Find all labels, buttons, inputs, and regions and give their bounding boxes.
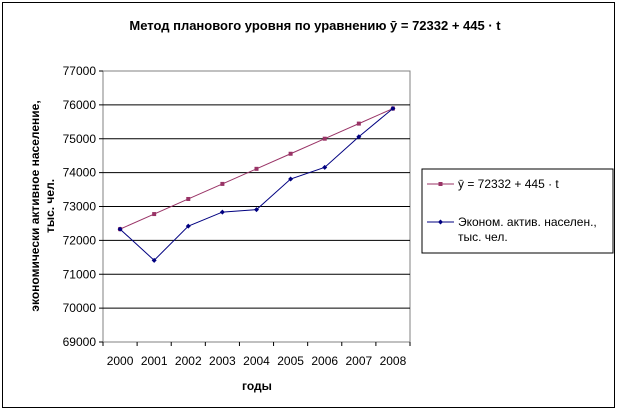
y-axis-label-line2: тыс. чел. xyxy=(43,179,57,233)
legend-label-actual-line1: Эконом. актив. населен., xyxy=(458,215,597,229)
y-axis-ticks: 69000 70000 71000 72000 73000 74000 75000 76000… xyxy=(63,64,103,349)
legend-marker-trend xyxy=(438,182,443,186)
y-tick-label: 73000 xyxy=(63,200,97,214)
y-tick-label: 76000 xyxy=(63,98,97,112)
data-point-0 xyxy=(322,136,327,141)
y-tick-label: 74000 xyxy=(63,166,97,180)
x-tick-label: 2003 xyxy=(209,354,236,368)
y-tick-label: 70000 xyxy=(63,301,97,315)
y-tick-label: 69000 xyxy=(63,335,97,349)
y-axis-label-line1: экономически активное население, xyxy=(28,100,42,311)
y-axis-label: экономически активное население, тыс. че… xyxy=(28,100,57,311)
data-point-1 xyxy=(151,257,157,263)
y-tick-label: 71000 xyxy=(63,267,97,281)
data-point-1 xyxy=(117,226,123,232)
legend-marker-actual xyxy=(438,219,443,225)
x-tick-label: 2000 xyxy=(107,354,134,368)
data-point-0 xyxy=(220,181,225,186)
data-point-1 xyxy=(185,223,191,229)
chart-frame: Метод планового уровня по уравнению ӯ = … xyxy=(2,2,615,408)
data-point-0 xyxy=(288,151,293,156)
x-tick-label: 2004 xyxy=(243,354,270,368)
data-point-1 xyxy=(219,209,225,215)
x-tick-label: 2001 xyxy=(141,354,168,368)
legend-box xyxy=(421,168,614,254)
y-tick-label: 77000 xyxy=(63,64,97,78)
x-axis-ticks: 2000 2001 2002 2003 2004 2005 2006 2007 2008 xyxy=(102,342,411,368)
data-point-0 xyxy=(186,196,191,201)
x-tick-label: 2007 xyxy=(345,354,372,368)
data-point-1 xyxy=(390,106,396,112)
legend-label-actual-line2: тыс. чел. xyxy=(458,230,508,244)
data-point-1 xyxy=(254,207,259,213)
data-point-1 xyxy=(356,134,362,140)
data-point-1 xyxy=(322,164,328,170)
chart-svg: Метод планового уровня по уравнению ӯ = … xyxy=(28,18,614,393)
x-axis-label: годы xyxy=(242,379,272,393)
y-tick-label: 72000 xyxy=(63,233,97,247)
data-point-0 xyxy=(254,166,259,171)
y-tick-label: 75000 xyxy=(63,132,97,146)
x-tick-label: 2008 xyxy=(380,354,407,368)
chart-title: Метод планового уровня по уравнению ӯ = … xyxy=(129,18,501,33)
x-tick-label: 2002 xyxy=(175,354,202,368)
data-point-0 xyxy=(152,212,157,217)
x-tick-label: 2005 xyxy=(277,354,304,368)
series-layer xyxy=(117,106,396,263)
legend-label-trend: ӯ = 72332 + 445 · t xyxy=(458,177,559,191)
data-point-0 xyxy=(356,121,361,126)
data-point-1 xyxy=(288,176,294,182)
legend: ӯ = 72332 + 445 · t Эконом. актив. насел… xyxy=(421,168,614,254)
x-tick-label: 2006 xyxy=(311,354,338,368)
